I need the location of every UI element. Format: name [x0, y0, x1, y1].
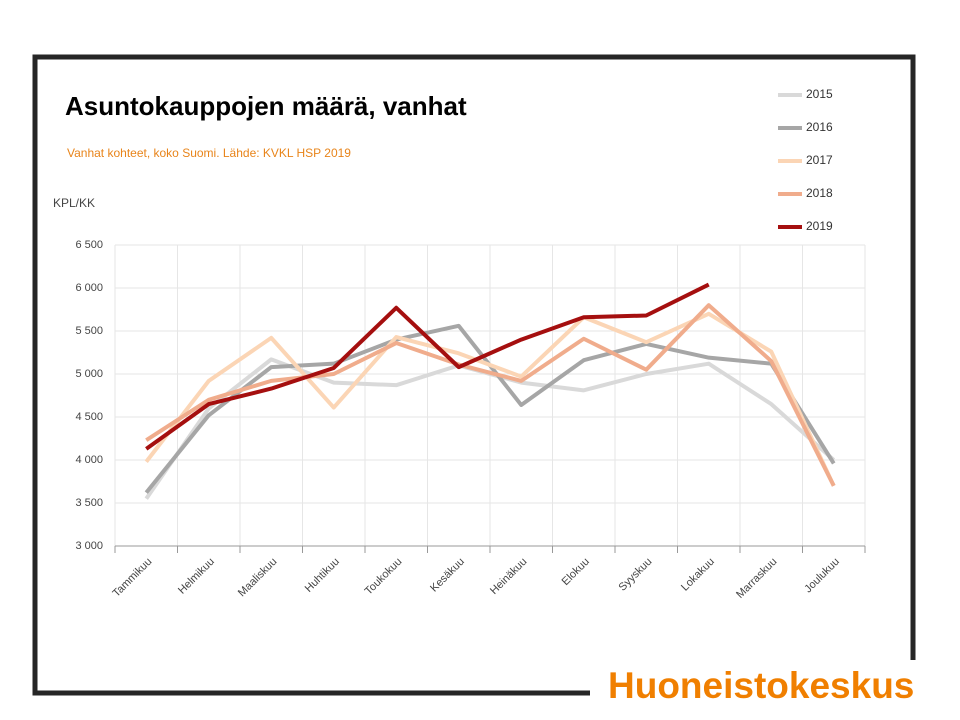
x-tick-label: Helmikuu — [176, 556, 217, 597]
x-tick-label: Joulukuu — [802, 556, 842, 596]
y-tick-label: 5 000 — [75, 368, 103, 380]
y-axis-label: KPL/KK — [53, 196, 95, 210]
frame — [32, 54, 916, 696]
x-tick-label: Toukokuu — [363, 556, 405, 598]
x-tick-label: Heinäkuu — [488, 556, 529, 597]
x-tick-label: Syyskuu — [617, 556, 655, 594]
y-tick-label: 3 000 — [75, 540, 103, 552]
x-tick-label: Huhtikuu — [303, 556, 342, 595]
x-tick-label: Lokakuu — [679, 556, 717, 594]
y-tick-label: 6 500 — [75, 239, 103, 251]
x-tick-label: Elokuu — [560, 556, 592, 588]
y-tick-label: 4 000 — [75, 454, 103, 466]
x-tick-label: Kesäkuu — [428, 556, 467, 595]
x-tick-label: Tammikuu — [110, 556, 154, 600]
series-line — [144, 311, 836, 487]
legend-label: 2016 — [806, 120, 833, 134]
y-tick-label: 3 500 — [75, 497, 103, 509]
legend-label: 2019 — [806, 219, 833, 233]
chart-subtitle: Vanhat kohteet, koko Suomi. Lähde: KVKL … — [67, 146, 351, 160]
series-line — [145, 282, 710, 451]
logo: Huoneistokeskus — [608, 665, 914, 706]
legend-label: 2018 — [806, 186, 833, 200]
chart-title: Asuntokauppojen määrä, vanhat — [65, 91, 467, 121]
y-tick-label: 5 500 — [75, 325, 103, 337]
series-line — [145, 303, 836, 487]
x-tick-label: Marraskuu — [734, 556, 779, 601]
legend-label: 2017 — [806, 153, 833, 167]
y-tick-label: 6 000 — [75, 282, 103, 294]
y-tick-label: 4 500 — [75, 411, 103, 423]
legend-label: 2015 — [806, 87, 833, 101]
x-tick-label: Maaliskuu — [236, 556, 280, 600]
